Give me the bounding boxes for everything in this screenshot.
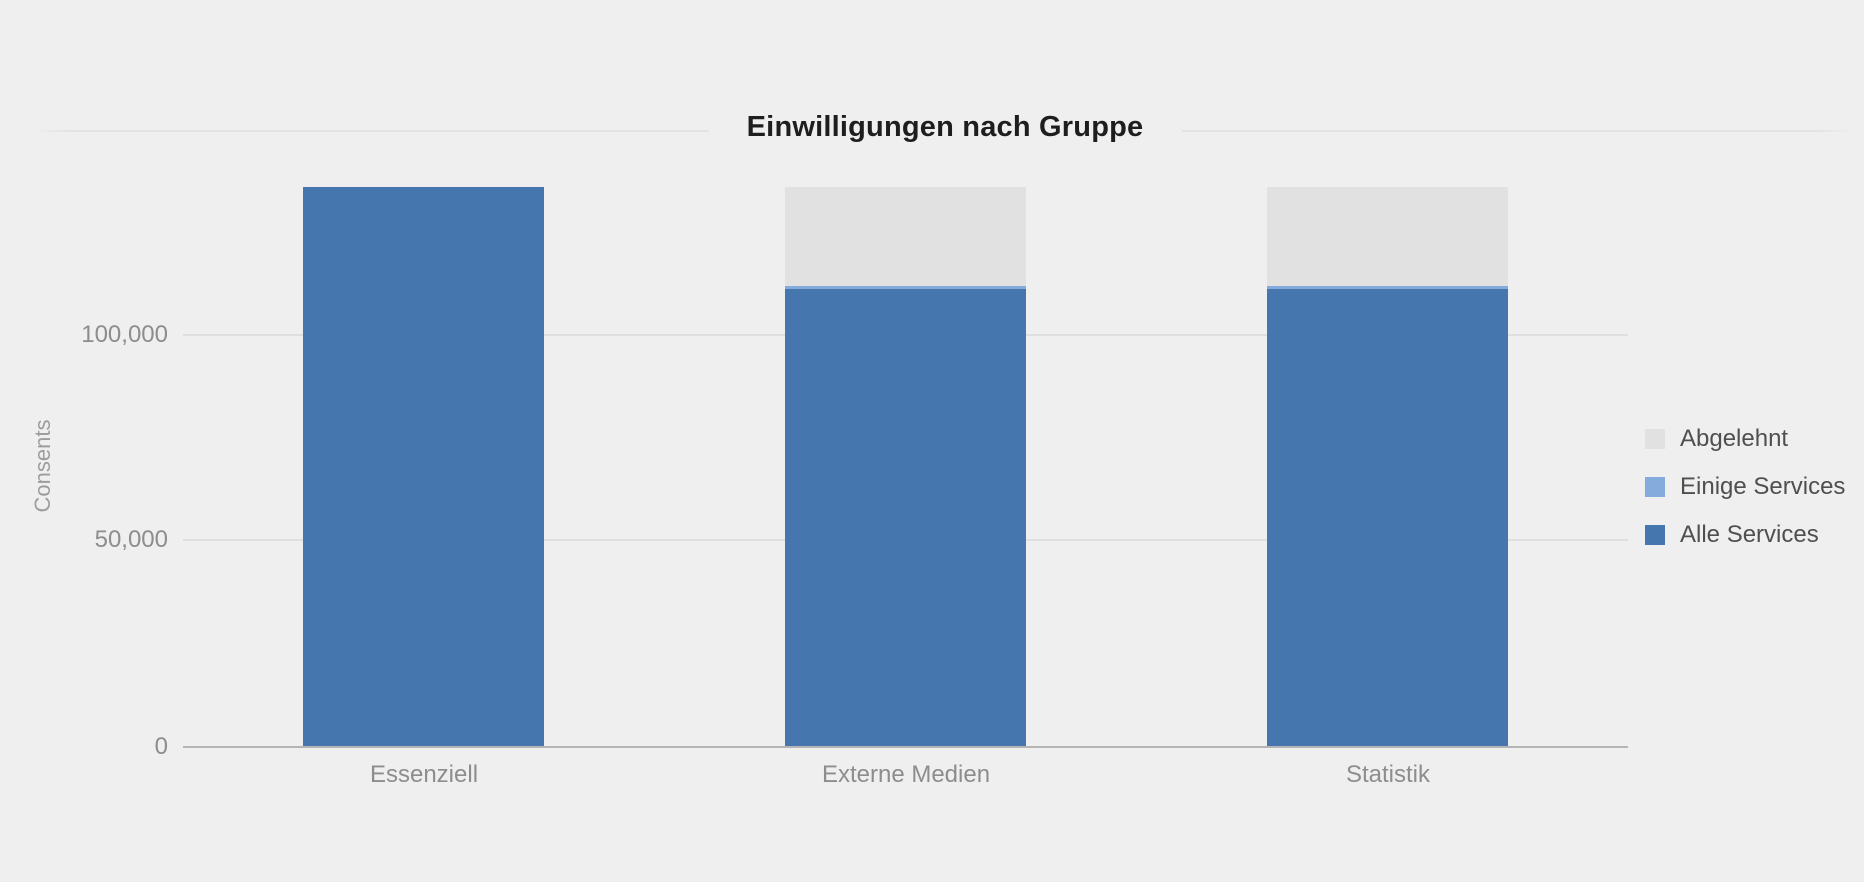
x-axis-line [183,746,1628,748]
bar-essenziell-alle-services[interactable] [303,187,545,746]
y-tick-100000: 100,000 [81,321,168,348]
chart-title: Einwilligungen nach Gruppe [708,110,1182,144]
legend-label: Abgelehnt [1680,425,1789,452]
x-axis-label-essenziell: Essenziell [369,761,479,788]
legend-item-einige-services[interactable]: Einige Services [1645,473,1846,500]
legend-label: Alle Services [1680,521,1819,548]
y-tick-0: 0 [154,733,168,760]
legend: Abgelehnt Einige Services Alle Services [1645,425,1846,573]
y-tick-50000: 50,000 [94,526,168,553]
legend-item-abgelehnt[interactable]: Abgelehnt [1645,425,1845,452]
x-axis-label-externe-medien: Externe Medien [821,761,991,788]
legend-label: Einige Services [1680,473,1846,500]
bar-statistik-alle-services[interactable] [1266,289,1508,746]
legend-swatch-alle-services-icon [1645,525,1665,545]
bar-externe-medien-einige-services[interactable] [785,286,1026,289]
legend-swatch-abgelehnt-icon [1645,429,1665,449]
x-axis-label-statistik: Statistik [1345,761,1431,788]
bar-statistik-abgelehnt[interactable] [1266,187,1508,286]
legend-swatch-einige-services-icon [1645,477,1665,497]
bar-externe-medien-abgelehnt[interactable] [785,187,1026,286]
bar-externe-medien-alle-services[interactable] [785,289,1026,746]
bar-statistik-einige-services[interactable] [1266,286,1508,289]
legend-item-alle-services[interactable]: Alle Services [1645,521,1845,548]
